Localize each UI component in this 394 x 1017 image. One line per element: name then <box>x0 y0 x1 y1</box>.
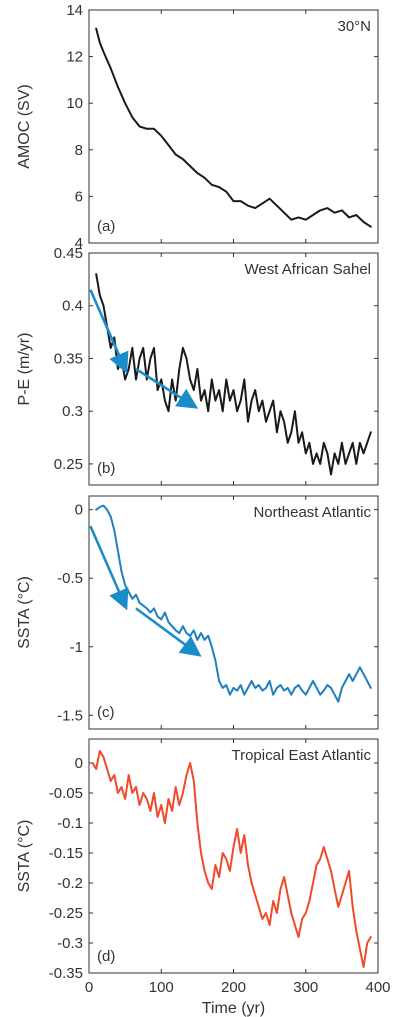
panel-title: Tropical East Atlantic <box>231 747 371 764</box>
panel-letter: (d) <box>97 948 115 965</box>
panel-title: 30°N <box>337 18 371 35</box>
panel-b: 0.25 0.3 0.35 0.4 0.45 P-E (m/yr) West African… <box>16 245 379 486</box>
trend-arrow <box>135 367 199 409</box>
y-tick-label: -0.5 <box>57 570 83 587</box>
axes-frame <box>88 738 379 974</box>
y-tick-label: 0.35 <box>54 350 83 367</box>
y-tick-label: 12 <box>66 49 83 66</box>
trend-arrow <box>89 525 129 611</box>
y-tick-label: 0.25 <box>54 456 83 473</box>
y-tick-label: -0.15 <box>49 845 83 862</box>
panel-c: -1.5 -1 -0.5 0 SSTA (°C) Northeast Atlantic (c… <box>16 495 379 730</box>
y-axis-label: AMOC (SV) <box>16 84 33 168</box>
panel-title: Northeast Atlantic <box>253 504 371 521</box>
y-tick-label: 8 <box>75 142 83 159</box>
series-line <box>91 750 372 968</box>
x-tick-label: 400 <box>365 979 390 996</box>
x-tick-label: 200 <box>221 979 246 996</box>
y-tick-label: -0.3 <box>57 935 83 952</box>
series-line <box>95 273 372 476</box>
y-tick-label: 0 <box>75 755 83 772</box>
panel-letter: (a) <box>97 218 115 235</box>
y-tick-label: 0.3 <box>62 403 83 420</box>
axes-frame <box>88 252 379 486</box>
x-tick-label: 100 <box>149 979 174 996</box>
panel-d: -0.35 -0.3 -0.25 -0.2 -0.15 -0.1 -0.05 0 0 100 200… <box>16 738 391 1017</box>
panel-title: West African Sahel <box>245 261 371 278</box>
panel-a: 4 6 8 10 12 14 AMOC (SV) 30°N (a) <box>16 2 379 252</box>
y-axis-label: SSTA (°C) <box>16 576 33 649</box>
series-line <box>95 504 372 703</box>
y-tick-label: -0.2 <box>57 875 83 892</box>
y-tick-label: 14 <box>66 2 83 19</box>
axes-frame <box>88 9 379 244</box>
panel-letter: (c) <box>97 704 115 721</box>
y-tick-label: 0.4 <box>62 298 83 315</box>
y-tick-label: -0.35 <box>49 965 83 982</box>
x-tick-label: 300 <box>293 979 318 996</box>
y-tick-label: -0.05 <box>49 785 83 802</box>
y-tick-label: 6 <box>75 188 83 205</box>
y-axis-label: P-E (m/yr) <box>16 333 33 406</box>
y-tick-label: -0.25 <box>49 905 83 922</box>
y-tick-label: -1 <box>70 639 83 656</box>
x-tick-label: 0 <box>85 979 93 996</box>
y-tick-label: -0.1 <box>57 815 83 832</box>
trend-arrow <box>89 289 129 374</box>
panel-letter: (b) <box>97 460 115 477</box>
y-tick-label: 4 <box>75 235 83 252</box>
trend-arrow <box>135 607 202 657</box>
series-line <box>95 27 372 228</box>
x-axis-label: Time (yr) <box>202 1000 265 1017</box>
y-axis-label: SSTA (°C) <box>16 820 33 893</box>
y-tick-label: 0.45 <box>54 245 83 262</box>
y-tick-label: 10 <box>66 95 83 112</box>
y-tick-label: -1.5 <box>57 707 83 724</box>
y-tick-label: 0 <box>75 502 83 519</box>
